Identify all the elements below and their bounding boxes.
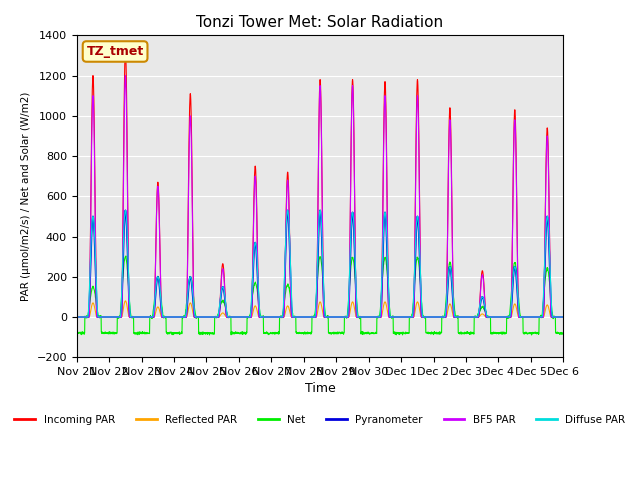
Line: Reflected PAR: Reflected PAR — [77, 301, 563, 317]
Net — [73, 329, 81, 335]
Diffuse PAR — [344, 303, 352, 309]
Net — [559, 331, 567, 337]
Legend: Incoming PAR, Reflected PAR, Net, Pyranometer, BF5 PAR, Diffuse PAR: Incoming PAR, Reflected PAR, Net, Pyrano… — [10, 411, 630, 429]
Title: Tonzi Tower Met: Solar Radiation: Tonzi Tower Met: Solar Radiation — [196, 15, 444, 30]
Net — [209, 330, 216, 336]
Diffuse PAR — [516, 314, 524, 320]
Text: TZ_tmet: TZ_tmet — [86, 45, 144, 58]
BF5 PAR — [344, 314, 352, 320]
Line: Net: Net — [77, 256, 563, 335]
Incoming PAR — [461, 314, 469, 320]
Net — [344, 302, 352, 308]
Incoming PAR — [344, 314, 352, 320]
Reflected PAR — [516, 314, 524, 320]
BF5 PAR — [530, 314, 538, 320]
Pyranometer — [559, 314, 567, 320]
Reflected PAR — [209, 314, 216, 320]
BF5 PAR — [516, 314, 524, 320]
Net — [122, 253, 130, 259]
Reflected PAR — [334, 314, 342, 320]
Reflected PAR — [461, 314, 469, 320]
Incoming PAR — [73, 314, 81, 320]
BF5 PAR — [461, 314, 469, 320]
Net — [461, 331, 469, 336]
Line: Incoming PAR: Incoming PAR — [77, 49, 563, 317]
Line: Pyranometer: Pyranometer — [77, 210, 563, 317]
Net — [334, 329, 342, 335]
BF5 PAR — [334, 314, 342, 320]
Pyranometer — [530, 314, 538, 320]
Line: BF5 PAR: BF5 PAR — [77, 75, 563, 317]
Diffuse PAR — [122, 207, 129, 213]
Y-axis label: PAR (μmol/m2/s) / Net and Solar (W/m2): PAR (μmol/m2/s) / Net and Solar (W/m2) — [21, 92, 31, 301]
Diffuse PAR — [73, 314, 81, 320]
Reflected PAR — [73, 314, 81, 320]
BF5 PAR — [122, 72, 129, 78]
Pyranometer — [461, 314, 469, 320]
Reflected PAR — [344, 314, 352, 320]
BF5 PAR — [209, 314, 216, 320]
Line: Diffuse PAR: Diffuse PAR — [77, 210, 563, 317]
Incoming PAR — [530, 314, 538, 320]
Incoming PAR — [334, 314, 342, 320]
X-axis label: Time: Time — [305, 383, 335, 396]
Pyranometer — [516, 314, 524, 320]
Diffuse PAR — [530, 314, 538, 320]
Incoming PAR — [559, 314, 567, 320]
BF5 PAR — [73, 314, 81, 320]
Diffuse PAR — [334, 314, 342, 320]
Net — [531, 330, 538, 336]
Reflected PAR — [559, 314, 567, 320]
Pyranometer — [334, 314, 342, 320]
Diffuse PAR — [559, 314, 567, 320]
Pyranometer — [122, 207, 129, 213]
Reflected PAR — [122, 298, 129, 304]
Incoming PAR — [209, 314, 216, 320]
Net — [516, 314, 524, 320]
Diffuse PAR — [209, 314, 216, 320]
Incoming PAR — [516, 314, 524, 320]
Pyranometer — [344, 313, 352, 319]
Diffuse PAR — [461, 314, 469, 320]
Reflected PAR — [530, 314, 538, 320]
Pyranometer — [209, 314, 216, 320]
Net — [527, 332, 535, 338]
Pyranometer — [73, 314, 81, 320]
BF5 PAR — [559, 314, 567, 320]
Incoming PAR — [122, 47, 129, 52]
